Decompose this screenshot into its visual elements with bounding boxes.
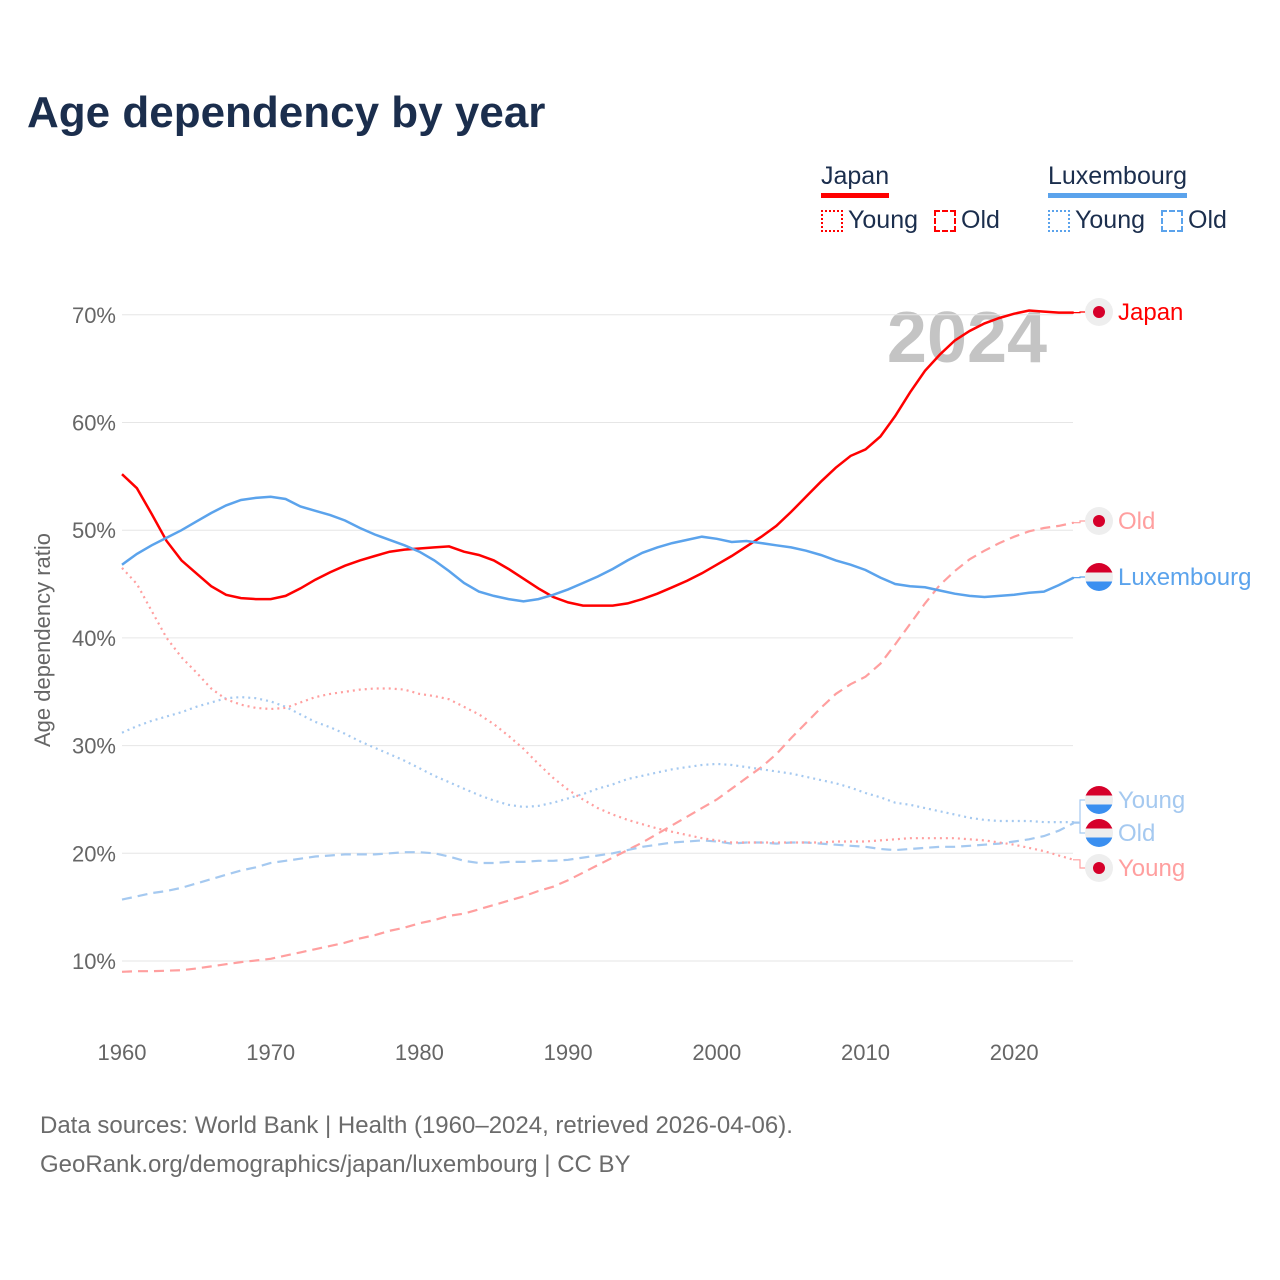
x-tick-label: 1990 [544,1040,593,1065]
y-tick-label: 60% [72,411,116,436]
y-tick-label: 70% [72,303,116,328]
series-line-luxembourg[interactable] [121,495,1075,603]
x-tick-label: 1970 [246,1040,295,1065]
y-tick-label: 40% [72,626,116,651]
label-connector [1073,311,1086,314]
y-tick-label: 50% [72,518,116,543]
legend-label: Old [1188,206,1227,234]
legend-country-japan[interactable]: Japan [821,162,890,198]
label-connector [1073,576,1086,579]
legend-luxembourg: Luxembourg Young Old [1048,162,1243,235]
series-end-label: Young [1118,787,1185,814]
y-tick-label: 30% [72,734,116,759]
japan-flag-icon [1085,854,1113,882]
legend-label: Young [848,206,918,234]
series-line-japan[interactable] [121,309,1074,607]
series-line-japan-young[interactable] [121,567,1075,861]
series-end-label: Japan [1118,299,1183,326]
source-line-1: Data sources: World Bank | Health (1960–… [40,1112,793,1139]
dashed-swatch-icon [934,209,956,232]
legend-japan-old[interactable]: Old [934,206,1000,235]
legend-label: Old [961,206,1000,234]
label-connector [1073,859,1086,869]
series-end-label: Luxembourg [1118,564,1251,591]
year-watermark: 2024 [887,298,1047,378]
legend-luxembourg-young[interactable]: Young [1048,206,1145,235]
japan-flag-icon [1085,507,1113,535]
chart-title: Age dependency by year [27,88,546,137]
x-tick-label: 1960 [98,1040,147,1065]
series-end-label: Old [1118,820,1155,847]
japan-flag-icon [1085,298,1113,326]
series-line-japan-old[interactable] [121,521,1074,973]
luxembourg-flag-icon [1085,563,1113,591]
legend-japan: Japan Young Old [821,162,1016,235]
legend-luxembourg-old[interactable]: Old [1161,206,1227,235]
y-axis-label: Age dependency ratio [30,533,55,747]
dashed-swatch-icon [1161,209,1183,232]
x-tick-label: 2000 [692,1040,741,1065]
dotted-swatch-icon [1048,209,1070,232]
source-note: Data sources: World Bank | Health (1960–… [40,1106,793,1184]
luxembourg-flag-icon [1085,819,1113,847]
legend-country-luxembourg[interactable]: Luxembourg [1048,162,1187,198]
legend-japan-young[interactable]: Young [821,206,918,235]
series-end-label: Young [1118,855,1185,882]
series-end-label: Old [1118,508,1155,535]
y-tick-label: 10% [72,949,116,974]
label-connector [1073,822,1086,834]
source-line-2[interactable]: GeoRank.org/demographics/japan/luxembour… [40,1151,631,1178]
x-tick-label: 2010 [841,1040,890,1065]
dotted-swatch-icon [821,209,843,232]
luxembourg-flag-icon [1085,786,1113,814]
series-line-luxembourg-old[interactable] [121,822,1075,901]
legend-label: Young [1075,206,1145,234]
y-tick-label: 20% [72,841,116,866]
x-tick-label: 1980 [395,1040,444,1065]
label-connector [1073,799,1086,823]
label-connector [1073,520,1086,524]
series-line-luxembourg-young[interactable] [121,695,1074,824]
x-tick-label: 2020 [990,1040,1039,1065]
